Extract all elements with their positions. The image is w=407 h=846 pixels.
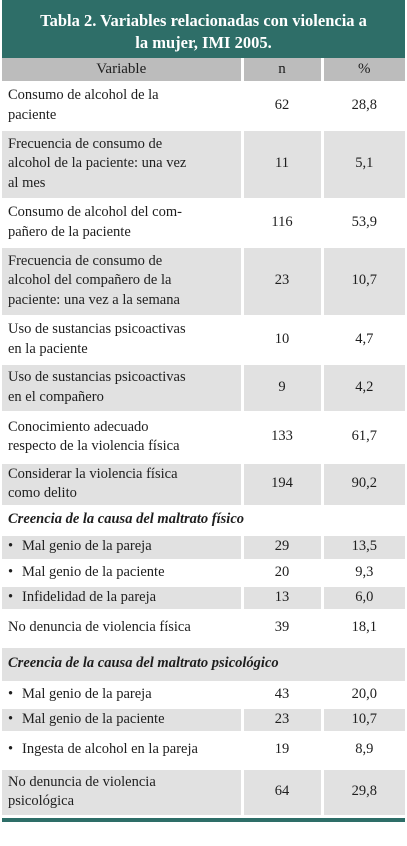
table-row: No denuncia de violencia física 39 18,1 [2, 610, 405, 648]
row-n: 39 [242, 610, 324, 648]
header-n: n [242, 58, 324, 84]
row-n: 23 [242, 707, 324, 734]
row-percent: 29,8 [322, 768, 405, 818]
row-percent: 20,0 [322, 682, 405, 709]
row-n: 20 [242, 560, 324, 587]
row-label: Conocimiento adecuado respecto de la viol… [2, 412, 244, 464]
row-label: • Mal genio de la pareja [2, 534, 244, 562]
row-percent: 9,3 [322, 560, 405, 587]
header-variable: Variable [2, 58, 244, 84]
row-percent: 61,7 [322, 412, 405, 464]
row-percent: 4,7 [322, 316, 405, 365]
row-percent: 53,9 [322, 199, 405, 248]
table-row: Frecuencia de consumo de alcohol de la pa… [2, 129, 405, 201]
bottom-rule [2, 817, 405, 822]
row-label: No denuncia de violencia física [2, 610, 244, 648]
table-title: Tabla 2. Variables relacionadas con viol… [2, 0, 405, 58]
list-item: • Ingesta de alcohol en la pareja 19 8,9 [2, 732, 405, 770]
row-label: Uso de sustancias psicoactivas en el comp… [2, 363, 244, 414]
row-percent: 6,0 [322, 585, 405, 612]
section-title-psychological: Creencia de la causa del maltrato psicol… [2, 646, 405, 684]
row-n: 194 [242, 462, 324, 508]
bullet-icon: • [8, 741, 14, 758]
row-n: 23 [242, 246, 324, 318]
bullet-icon: • [8, 685, 14, 702]
table-row: Considerar la violencia física como delit… [2, 462, 405, 508]
list-item: • Mal genio de la paciente 20 9,3 [2, 560, 405, 587]
header-percent: % [322, 58, 405, 84]
table-row: Consumo de alcohol del com-pañero de la … [2, 199, 405, 248]
title-line-2: la mujer, IMI 2005. [135, 33, 272, 52]
row-percent: 90,2 [322, 462, 405, 508]
list-item: • Mal genio de la pareja 43 20,0 [2, 682, 405, 709]
row-label: • Mal genio de la pareja [2, 682, 244, 709]
row-label: Considerar la violencia física como delit… [2, 462, 244, 508]
list-item: • Infidelidad de la pareja 13 6,0 [2, 585, 405, 612]
row-n: 133 [242, 412, 324, 464]
row-n: 29 [242, 534, 324, 562]
list-item: • Mal genio de la pareja 29 13,5 [2, 534, 405, 562]
row-n: 13 [242, 585, 324, 612]
table-row: Frecuencia de consumo de alcohol del comp… [2, 246, 405, 318]
row-label: • Mal genio de la paciente [2, 560, 244, 587]
row-percent: 10,7 [322, 246, 405, 318]
section-header-row: Creencia de la causa del maltrato psicol… [2, 646, 405, 684]
row-n: 64 [242, 768, 324, 818]
row-percent: 18,1 [322, 610, 405, 648]
bullet-icon: • [8, 710, 14, 727]
table-row: No denuncia de violencia psicológica 64 2… [2, 768, 405, 818]
table-row: Uso de sustancias psicoactivas en el comp… [2, 363, 405, 414]
row-n: 11 [242, 129, 324, 201]
row-percent: 10,7 [322, 707, 405, 734]
table-row: Consumo de alcohol de la paciente 62 28,8 [2, 82, 405, 131]
title-line-1: Tabla 2. Variables relacionadas con viol… [40, 11, 367, 30]
row-label: • Ingesta de alcohol en la pareja [2, 732, 244, 770]
row-n: 43 [242, 682, 324, 709]
header-row: Variable n % [2, 58, 405, 84]
row-label: Frecuencia de consumo de alcohol del comp… [2, 246, 244, 318]
row-n: 10 [242, 316, 324, 365]
row-n: 19 [242, 732, 324, 770]
row-label: Uso de sustancias psicoactivas en la paci… [2, 316, 244, 365]
row-label: • Infidelidad de la pareja [2, 585, 244, 612]
row-label: No denuncia de violencia psicológica [2, 768, 244, 818]
row-label: Consumo de alcohol del com-pañero de la … [2, 199, 244, 248]
row-label: Consumo de alcohol de la paciente [2, 82, 244, 131]
bullet-icon: • [8, 563, 14, 580]
table-container: Tabla 2. Variables relacionadas con viol… [2, 0, 405, 822]
table-row: Conocimiento adecuado respecto de la viol… [2, 412, 405, 464]
row-label: • Mal genio de la paciente [2, 707, 244, 734]
row-percent: 5,1 [322, 129, 405, 201]
row-percent: 13,5 [322, 534, 405, 562]
row-label: Frecuencia de consumo de alcohol de la pa… [2, 129, 244, 201]
data-table: Variable n % Consumo de alcohol de la pac… [2, 58, 405, 818]
section-title-physical: Creencia de la causa del maltrato físico [2, 506, 405, 536]
row-percent: 28,8 [322, 82, 405, 131]
row-n: 116 [242, 199, 324, 248]
row-percent: 4,2 [322, 363, 405, 414]
list-item: • Mal genio de la paciente 23 10,7 [2, 707, 405, 734]
row-n: 9 [242, 363, 324, 414]
row-n: 62 [242, 82, 324, 131]
row-percent: 8,9 [322, 732, 405, 770]
table-row: Uso de sustancias psicoactivas en la paci… [2, 316, 405, 365]
section-header-row: Creencia de la causa del maltrato físico [2, 506, 405, 536]
bullet-icon: • [8, 538, 14, 555]
bullet-icon: • [8, 588, 14, 605]
